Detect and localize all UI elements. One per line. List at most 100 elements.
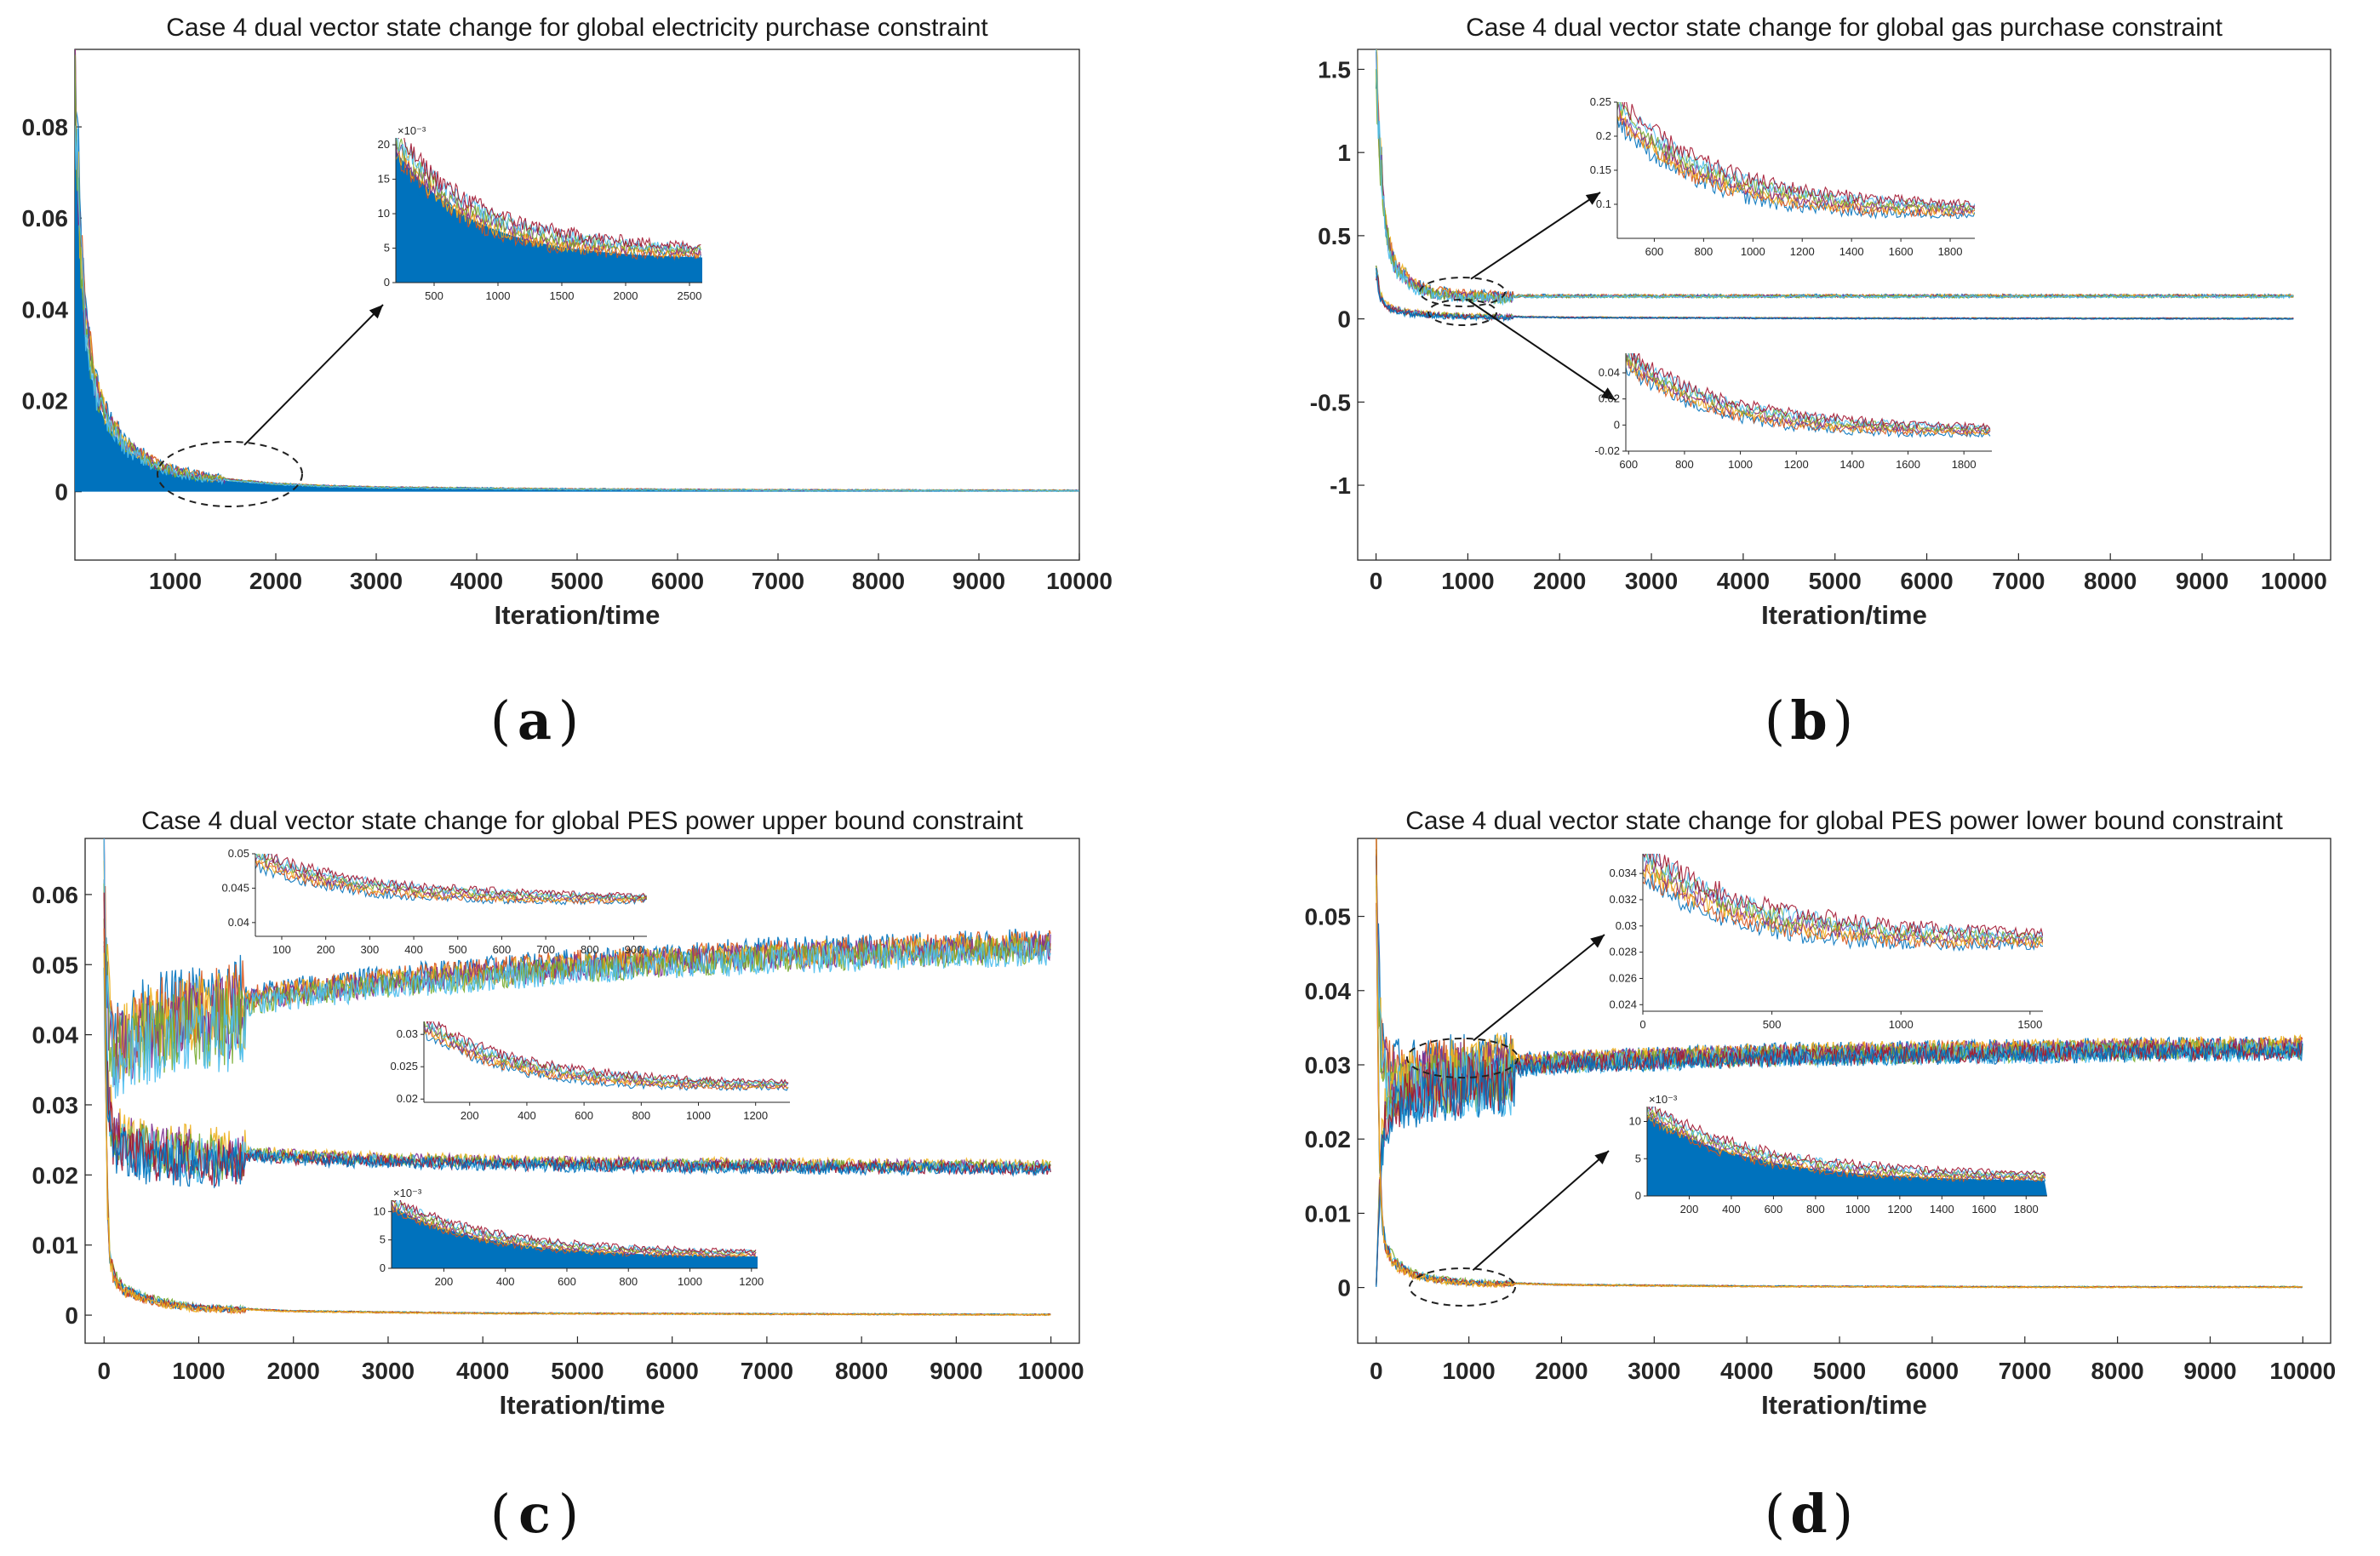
series-line-lower-5 — [1375, 267, 2294, 323]
panel-caption: (d) — [1765, 1483, 1853, 1545]
inset-fill — [396, 151, 702, 283]
panel-b: Case 4 dual vector state change for glob… — [1310, 14, 2331, 752]
x-tick-label: 2000 — [1533, 568, 1586, 594]
inset-x-tick-label: 1000 — [686, 1109, 711, 1122]
inset-line-3 — [1617, 104, 1975, 215]
panel-caption: (b) — [1765, 689, 1853, 752]
x-tick-label: 8000 — [852, 568, 905, 594]
x-tick-label: 1000 — [1441, 568, 1494, 594]
inset-line-0 — [1617, 116, 1975, 220]
axes-box — [1357, 838, 2331, 1344]
caption-open-paren: ( — [490, 1483, 511, 1545]
x-tick-label: 5000 — [1813, 1358, 1866, 1384]
y-tick-label: 0.02 — [32, 1162, 79, 1188]
inset-x-tick-label: 1400 — [1839, 245, 1864, 258]
inset-bg — [424, 1021, 790, 1102]
zoom-arrow-head — [1585, 192, 1600, 205]
inset-exponent: ×10⁻³ — [398, 124, 426, 137]
x-tick-label: 10000 — [2269, 1358, 2336, 1384]
inset-fill — [1647, 1114, 2047, 1196]
panel-d: Case 4 dual vector state change for glob… — [1305, 807, 2337, 1545]
inset-y-tick-label: 0.02 — [1599, 392, 1620, 405]
inset-line-6 — [1648, 1107, 2046, 1176]
x-tick-label: 6000 — [1906, 1358, 1959, 1384]
inset-y-tick-label: 0.034 — [1609, 867, 1637, 879]
chart-title: Case 4 dual vector state change for glob… — [166, 14, 988, 42]
inset-x-tick-label: 1000 — [1845, 1203, 1870, 1216]
panel-a: Case 4 dual vector state change for glob… — [22, 14, 1113, 752]
inset-x-tick-label: 1200 — [1790, 245, 1815, 258]
inset-line-1 — [424, 1028, 789, 1090]
series-group — [103, 838, 1051, 1317]
x-axis-label: Iteration/time — [1761, 600, 1927, 630]
caption-close-paren: ) — [558, 1483, 579, 1545]
x-tick-label: 3000 — [1628, 1358, 1680, 1384]
inset-x-tick-label: 800 — [632, 1109, 650, 1122]
series-line-upper-orange-4 — [1376, 1041, 2303, 1285]
inset-line-5 — [1647, 1107, 2046, 1178]
x-tick-label: 0 — [1370, 568, 1383, 594]
inset-x-tick-label: 500 — [449, 943, 467, 956]
panel-caption: (a) — [490, 689, 579, 752]
zoom-ellipse — [1419, 277, 1506, 307]
inset-series — [1626, 353, 1991, 438]
caption-letter: d — [1790, 1483, 1827, 1545]
inset-x-tick-label: 1500 — [2017, 1018, 2042, 1031]
inset-x-tick-label: 200 — [317, 943, 335, 956]
zoom-arrow — [1468, 300, 1616, 401]
y-tick-label: 0 — [1337, 306, 1351, 333]
inset-c-0: 100 200 300 400 500 600 700 800 900 0.04 0.045 0.05 — [221, 847, 647, 956]
x-tick-label: 6000 — [646, 1358, 699, 1384]
zoom-ellipse — [1427, 299, 1497, 326]
inset-x-tick-label: 1600 — [1896, 458, 1920, 471]
series-group — [75, 49, 1079, 493]
inset-line-2 — [1617, 108, 1975, 217]
inset-line-6 — [1626, 353, 1991, 432]
x-tick-label: 3000 — [362, 1358, 415, 1384]
inset-line-6 — [426, 1021, 789, 1084]
inset-line-4 — [396, 138, 701, 255]
y-tick-label: 0.5 — [1318, 223, 1351, 249]
axes-box — [1357, 49, 2331, 561]
x-tick-label: 7000 — [1992, 568, 2045, 594]
y-tick-label: -0.5 — [1310, 389, 1351, 415]
inset-y-tick-label: 5 — [384, 242, 390, 255]
inset-line-0 — [255, 861, 647, 906]
y-tick-label: 0.03 — [32, 1092, 79, 1118]
inset-x-tick-label: 1200 — [1887, 1203, 1912, 1216]
inset-bg — [1643, 854, 2043, 1011]
caption-open-paren: ( — [1765, 689, 1785, 752]
inset-line-3 — [255, 855, 647, 902]
x-tick-label: 5000 — [551, 568, 604, 594]
y-tick-label: 0.05 — [32, 952, 79, 978]
inset-x-tick-label: 1800 — [1938, 245, 1963, 258]
inset-x-tick-label: 600 — [1645, 245, 1664, 258]
x-tick-label: 7000 — [1999, 1358, 2051, 1384]
y-tick-label: 0.04 — [32, 1022, 79, 1049]
inset-y-tick-label: 0.03 — [1616, 919, 1637, 932]
x-tick-label: 4000 — [456, 1358, 509, 1384]
inset-y-tick-label: 0.025 — [390, 1060, 418, 1073]
inset-y-tick-label: 0.04 — [1599, 366, 1620, 379]
inset-x-tick-label: 1200 — [739, 1275, 764, 1288]
inset-series — [424, 1021, 789, 1092]
inset-x-tick-label: 1400 — [1839, 458, 1864, 471]
y-tick-label: 0 — [1337, 1275, 1351, 1301]
inset-x-tick-label: 1800 — [1952, 458, 1977, 471]
chart-title: Case 4 dual vector state change for glob… — [141, 807, 1023, 835]
x-tick-label: 1000 — [1442, 1358, 1495, 1384]
y-tick-label: 0.05 — [1305, 904, 1352, 930]
inset-exponent: ×10⁻³ — [1649, 1093, 1678, 1106]
x-tick-label: 4000 — [1717, 568, 1770, 594]
inset-y-tick-label: 5 — [380, 1233, 386, 1246]
inset-x-tick-label: 1500 — [550, 289, 575, 302]
x-axis-label: Iteration/time — [1761, 1390, 1927, 1420]
chart-title: Case 4 dual vector state change for glob… — [1466, 14, 2223, 42]
series-line-lower-1 — [1375, 265, 2294, 321]
x-tick-label: 10000 — [1046, 568, 1113, 594]
zoom-arrow-head — [369, 305, 383, 319]
inset-x-tick-label: 2500 — [678, 289, 702, 302]
zoom-arrow — [1472, 1150, 1610, 1271]
inset-x-tick-label: 500 — [1763, 1018, 1782, 1031]
inset-x-tick-label: 1200 — [1784, 458, 1809, 471]
